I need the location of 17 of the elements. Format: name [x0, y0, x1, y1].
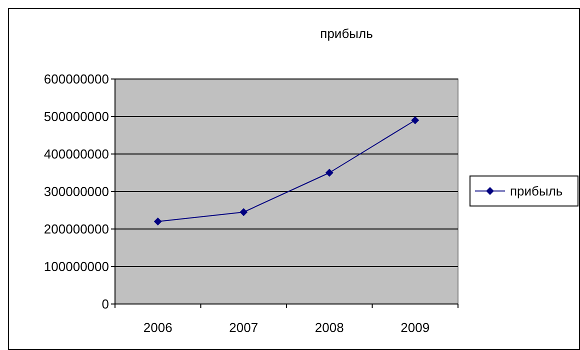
y-tick-label: 400000000 [44, 146, 109, 162]
legend-label: прибыль [510, 184, 563, 199]
y-tick-label: 0 [102, 296, 109, 312]
point [154, 218, 162, 226]
x-tick-label: 2008 [314, 320, 344, 335]
y-tick-label: 200000000 [44, 222, 109, 237]
y-tick-label: 500000000 [44, 109, 109, 124]
point [411, 116, 420, 124]
point [240, 208, 248, 216]
x-tick-label: 2007 [229, 320, 258, 335]
y-tick-label: 100000000 [44, 259, 109, 274]
x-tick-label: 2009 [400, 320, 430, 335]
point [325, 168, 334, 177]
x-tick-label: 2006 [143, 320, 172, 335]
y-tick-label: 600000000 [44, 72, 109, 87]
y-tick-label: 300000000 [44, 184, 109, 200]
chart-title: прибыль [320, 26, 374, 41]
